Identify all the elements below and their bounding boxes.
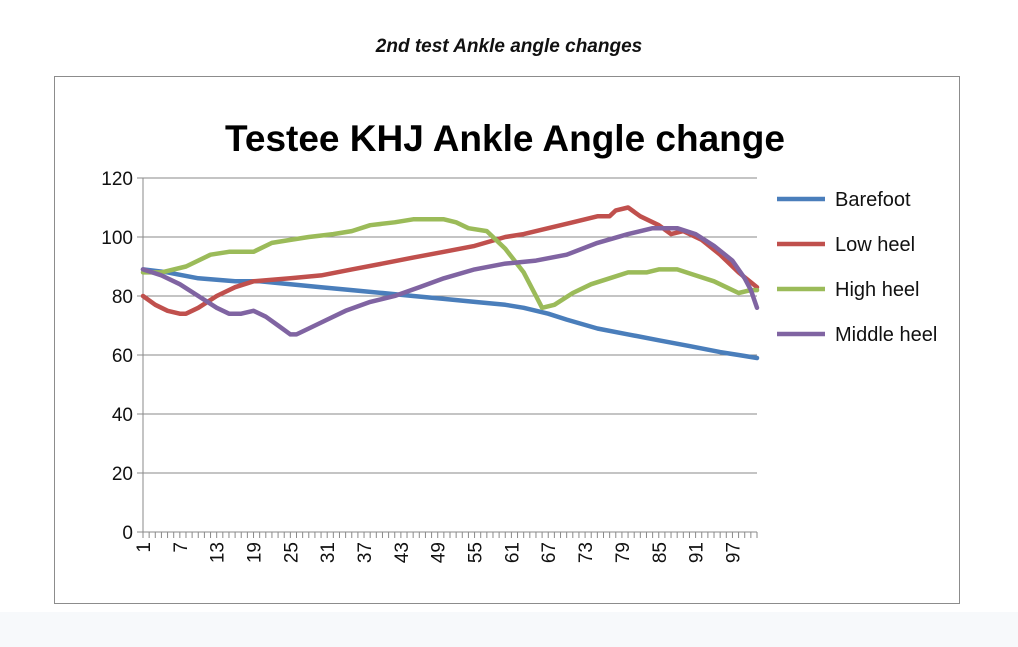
y-tick-label: 60 [112,346,133,367]
x-tick-label: 55 [466,542,487,563]
x-tick-label: 91 [687,542,708,563]
y-tick-label: 80 [112,287,133,308]
x-tick-label: 19 [245,542,266,563]
x-tick-label: 25 [281,542,302,563]
series-line-middle-heel [140,225,760,337]
y-tick-label: 0 [122,523,133,544]
x-tick-label: 85 [650,542,671,563]
chart-title: Testee KHJ Ankle Angle change [225,118,785,159]
legend-label-barefoot: Barefoot [835,189,911,211]
legend-label-high-heel: High heel [835,279,920,301]
line-chart: Testee KHJ Ankle Angle change 0 20 40 60 80 1… [101,118,937,563]
x-tick-label: 37 [355,542,376,563]
y-tick-label: 40 [112,405,133,426]
x-tick-label: 13 [208,542,229,563]
series-line-high-heel [140,217,760,311]
y-tick-label: 120 [101,169,133,190]
series-line-low-heel [140,205,760,316]
gridlines [143,177,757,474]
x-tick-label: 73 [576,542,597,563]
x-tick-label: 79 [613,542,634,563]
legend-label-low-heel: Low heel [835,234,915,256]
x-tick-label: 31 [318,542,339,563]
x-tick-label: 1 [134,542,155,553]
chart-frame: Testee KHJ Ankle Angle change 0 20 40 60 80 1… [54,76,960,604]
x-tick-label: 43 [392,542,413,563]
x-tick-label: 49 [429,542,450,563]
axes: 0 20 40 60 80 100 120 1 7 13 19 25 31 37 43 49 55 61 67 73 7… [101,169,758,563]
page-bottom-strip [0,612,1018,647]
y-tick-label: 20 [112,464,133,485]
figure-caption: 2nd test Ankle angle changes [375,36,643,57]
x-tick-label: 67 [539,542,560,563]
x-tick-label: 61 [502,542,523,563]
x-tick-label: 7 [171,542,192,553]
series-lines [140,205,760,361]
legend: Barefoot Low heel High heel Middle heel [777,189,937,346]
y-tick-label: 100 [101,228,133,249]
x-tick-label: 97 [723,542,744,563]
legend-label-middle-heel: Middle heel [835,324,937,346]
